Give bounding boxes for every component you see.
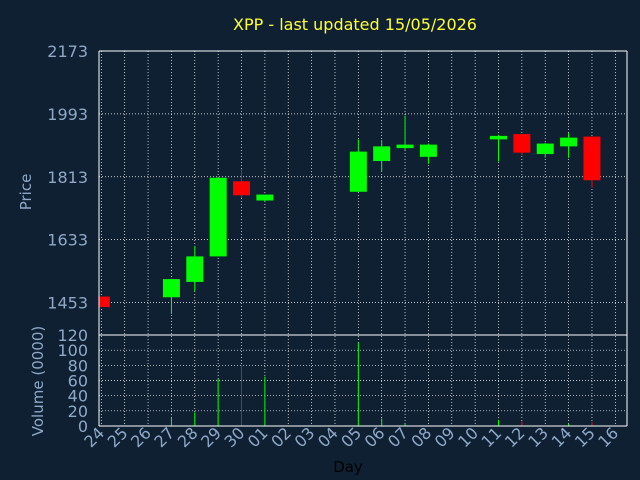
candle-body-29 <box>209 177 227 257</box>
candle-body-30 <box>233 181 251 196</box>
price-tick-1813: 1813 <box>47 168 88 187</box>
volume-tick-20: 20 <box>68 402 88 421</box>
candle-28 <box>186 245 204 292</box>
candle-30 <box>233 169 251 198</box>
candle-27 <box>162 279 180 315</box>
volume-tick-60: 60 <box>68 372 88 391</box>
x-axis-label: Day <box>333 458 363 476</box>
x-tick-labels: 2425262728293001020304050607080910111213… <box>80 423 622 451</box>
volume-tick-0: 0 <box>78 417 88 436</box>
candle-01 <box>256 194 274 202</box>
candle-body-27 <box>162 279 180 298</box>
candle-body-05 <box>349 151 367 192</box>
candle-body-24 <box>99 296 110 308</box>
candle-body-11 <box>490 135 508 140</box>
candle-24 <box>99 296 110 308</box>
candle-body-13 <box>536 143 554 155</box>
candle-body-08 <box>419 144 437 157</box>
candle-body-06 <box>373 146 391 162</box>
plot-frame <box>98 50 628 427</box>
price-tick-1453: 1453 <box>47 294 88 313</box>
chart-title: XPP - last updated 15/05/2026 <box>233 15 477 34</box>
candle-29 <box>209 177 227 257</box>
price-tick-2173: 2173 <box>47 42 88 61</box>
candle-body-14 <box>560 137 578 147</box>
candle-15 <box>583 136 601 188</box>
candle-12 <box>513 134 531 156</box>
volume-axis-label: Volume (0000) <box>29 326 47 436</box>
price-tick-labels: 2173 1993 1813 1633 1453 <box>47 42 88 313</box>
candle-body-28 <box>186 256 204 282</box>
candle-13 <box>536 142 554 158</box>
volume-tick-120: 120 <box>57 326 88 345</box>
volume-tick-40: 40 <box>68 387 88 406</box>
candle-body-15 <box>583 136 601 181</box>
price-tick-1993: 1993 <box>47 105 88 124</box>
volume-tick-80: 80 <box>68 356 88 375</box>
candle-06 <box>373 140 391 172</box>
candle-05 <box>349 139 367 192</box>
candle-body-07 <box>396 144 414 149</box>
price-tick-1633: 1633 <box>47 231 88 250</box>
candle-body-12 <box>513 134 531 153</box>
candlestick-series <box>99 115 601 315</box>
candle-14 <box>560 133 578 158</box>
candle-11 <box>490 134 508 162</box>
candle-07 <box>396 115 414 150</box>
volume-series <box>170 342 593 426</box>
candle-08 <box>419 143 437 164</box>
candle-body-01 <box>256 194 274 201</box>
volume-tick-100: 100 <box>57 341 88 360</box>
price-axis-label: Price <box>17 174 35 211</box>
